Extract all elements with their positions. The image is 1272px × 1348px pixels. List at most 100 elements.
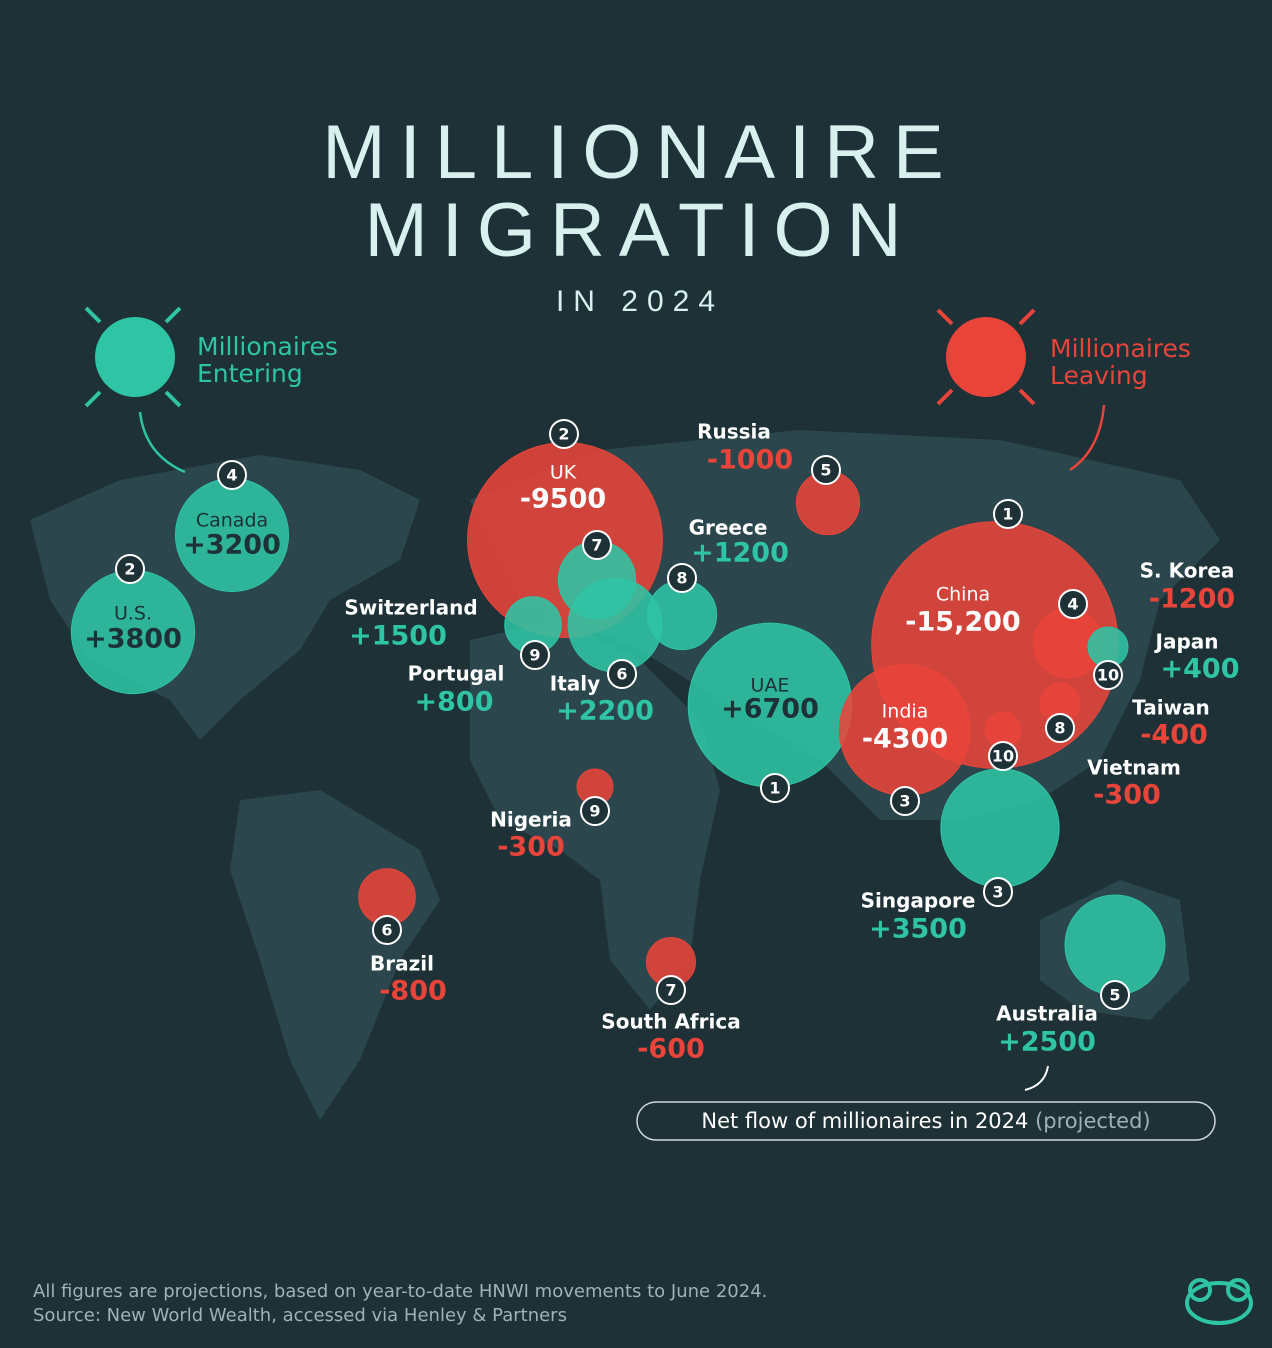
country-name: Vietnam: [1087, 756, 1181, 780]
legend-label: Leaving: [1050, 361, 1148, 390]
rank: 3: [899, 792, 910, 811]
rank-badge: [811, 455, 841, 485]
country-name: S. Korea: [1140, 559, 1235, 583]
rank: 10: [1097, 666, 1119, 685]
rank: 4: [226, 466, 237, 485]
rank-badge: [1058, 589, 1088, 619]
note-box: [636, 1101, 1216, 1141]
country-value: -1000: [707, 445, 793, 476]
country-name: Portugal: [408, 662, 505, 686]
rank: 6: [381, 921, 392, 940]
country-name: Taiwan: [1132, 696, 1210, 720]
country-value: -15,200: [905, 607, 1020, 638]
country-name: Switzerland: [344, 596, 477, 620]
rank: 8: [1054, 719, 1065, 738]
rank-badge: [582, 530, 612, 560]
title-line: MIGRATION: [364, 188, 915, 273]
rank-badge: [549, 419, 579, 449]
country-name: UAE: [751, 675, 790, 697]
country-value: -300: [497, 832, 565, 863]
rank-badge: [667, 563, 697, 593]
country-value: -1200: [1149, 584, 1235, 615]
rank-badge: [760, 773, 790, 803]
country-name: India: [882, 701, 929, 723]
legend-arrows: [84, 306, 182, 408]
legend-leaving: Millionaires Leaving: [936, 308, 1191, 472]
country-value: -600: [637, 1034, 705, 1065]
country-value: +3200: [183, 530, 281, 561]
rank-badge: [520, 640, 550, 670]
country-name: Nigeria: [490, 808, 572, 832]
rank: 1: [769, 779, 780, 798]
country-value: +3500: [869, 914, 967, 945]
country-name: Japan: [1154, 630, 1219, 654]
country-name: Italy: [550, 672, 600, 696]
rank: 1: [1002, 505, 1013, 524]
country-name: China: [936, 584, 990, 606]
rank: 9: [589, 802, 600, 821]
legend-icon: [946, 317, 1026, 397]
note-arrow: [1024, 1065, 1049, 1091]
rank: 3: [992, 883, 1003, 902]
footnote: All figures are projections, based on ye…: [33, 1281, 767, 1302]
country-value: -4300: [862, 724, 948, 755]
country-value: -800: [379, 976, 447, 1007]
rank: 7: [665, 981, 676, 1000]
legend-arrow: [138, 411, 186, 474]
note-text: Net flow of millionaires in 2024: [701, 1109, 1028, 1133]
subtitle: IN 2024: [556, 285, 724, 318]
rank-badge: [115, 554, 145, 584]
rank-badge: [656, 975, 686, 1005]
legend-arrow: [1069, 404, 1106, 472]
rank-badge: [580, 796, 610, 826]
legend-label: Millionaires: [197, 332, 338, 361]
country-value: +1500: [349, 621, 447, 652]
rank: 4: [1067, 595, 1078, 614]
country-name: Australia: [996, 1002, 1098, 1026]
rank-badge: [988, 741, 1018, 771]
legend-entering: Millionaires Entering: [84, 306, 338, 474]
rank-badge: [607, 659, 637, 689]
logo: [1185, 1278, 1253, 1325]
rank: 7: [591, 536, 602, 555]
rank: 2: [124, 560, 135, 579]
rank-badge: [993, 499, 1023, 529]
rank: 5: [1109, 986, 1120, 1005]
rank: 5: [820, 461, 831, 480]
labels: U.S.+3800 2 Canada+3200 4 Switzerland+1500 7 P…: [84, 419, 1239, 1065]
note: Net flow of millionaires in 2024 (projec…: [701, 1109, 1150, 1133]
country-name: Brazil: [370, 952, 434, 976]
footnote: Source: New World Wealth, accessed via H…: [33, 1305, 567, 1326]
country-name: Greece: [689, 516, 768, 540]
country-value: +6700: [721, 694, 819, 725]
rank-badge: [983, 877, 1013, 907]
rank: 8: [676, 569, 687, 588]
rank-badge: [1093, 660, 1123, 690]
bubble: [940, 768, 1060, 888]
bubbles: [70, 442, 1166, 996]
rank: 6: [616, 665, 627, 684]
rank: 9: [529, 646, 540, 665]
country-value: -9500: [520, 484, 606, 515]
country-value: +3800: [84, 624, 182, 655]
country-name: Singapore: [861, 889, 976, 913]
note-qualifier: (projected): [1035, 1109, 1151, 1133]
country-value: +1200: [691, 538, 789, 569]
rank-badge: [1045, 713, 1075, 743]
country-value: -300: [1093, 780, 1161, 811]
legend-label: Millionaires: [1050, 334, 1191, 363]
rank-badge: [217, 460, 247, 490]
country-value: -400: [1140, 720, 1208, 751]
country-name: Russia: [697, 420, 771, 444]
title-line: MILLIONAIRE: [322, 110, 957, 195]
legend-label: Entering: [197, 359, 303, 388]
country-value: +2200: [556, 696, 654, 727]
country-value: +2500: [998, 1027, 1096, 1058]
rank: 2: [558, 425, 569, 444]
country-value: +800: [415, 687, 494, 718]
legend-arrows: [936, 308, 1036, 406]
country-name: UK: [550, 462, 577, 484]
rank-badge: [1100, 980, 1130, 1010]
rank: 10: [992, 747, 1014, 766]
